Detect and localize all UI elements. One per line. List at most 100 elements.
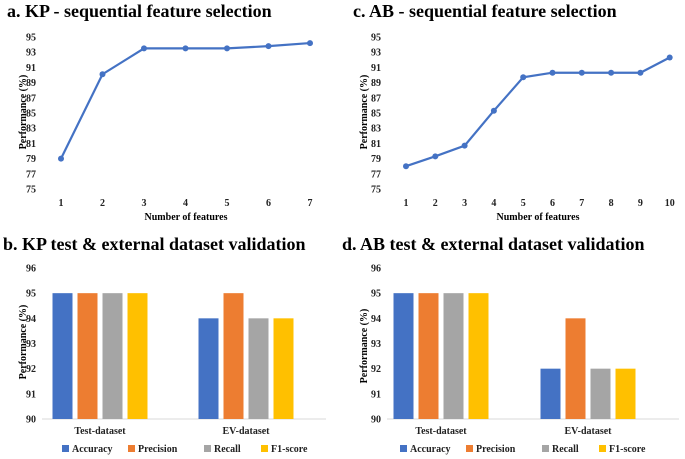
panel-a-ytick-label: 81	[26, 139, 36, 150]
panel-b-ytick-label: 90	[26, 415, 36, 426]
panel-b-legend-label: Recall	[214, 444, 241, 455]
panel-b-category-label: EV-dataset	[222, 426, 270, 437]
panel-b-plot: 90 91 92 93 94 95 96 Test-dataset EV-dataset	[26, 264, 326, 437]
panel-b-legend-label: Accuracy	[72, 444, 113, 455]
panel-c-point	[549, 69, 556, 76]
panel-d-legend-swatch	[466, 445, 473, 452]
panel-b-legend-label: F1-score	[271, 444, 308, 455]
panel-c-point	[403, 163, 409, 170]
panel-a-point	[141, 45, 147, 52]
panel-a-xtick-label: 5	[225, 198, 230, 209]
panel-b-legend: Accuracy Precision Recall F1-score	[62, 444, 308, 455]
panel-b-legend-swatch	[62, 445, 69, 452]
panel-c-xtick-label: 2	[433, 198, 438, 209]
panel-c-series-line	[405, 56, 671, 168]
panel-c-ytick-label: 89	[371, 78, 381, 89]
panel-b-category-label: Test-dataset	[74, 426, 126, 437]
panel-a-ytick-label: 77	[26, 169, 36, 180]
panel-a-xtick-label: 7	[308, 198, 313, 209]
panel-d-legend-label: Precision	[476, 444, 516, 455]
panel-b-bar-recall	[102, 293, 123, 419]
panel-a-ytick-label: 95	[26, 33, 36, 44]
panel-c-point	[666, 54, 673, 61]
panel-d-ytick-label: 92	[371, 364, 381, 375]
panel-a-ylabel: Performance (%)	[18, 75, 29, 150]
panel-b-bar-f1-score	[127, 293, 148, 419]
panel-b-ytick-label: 91	[26, 389, 36, 400]
panel-a-ytick-label: 87	[26, 93, 36, 104]
panel-b-bar-precision	[223, 293, 244, 419]
panel-b-ytick-label: 95	[26, 289, 36, 300]
panel-a-ytick-label: 89	[26, 78, 36, 89]
panel-c: c. AB - sequential feature selection Per…	[353, 1, 675, 223]
panel-b-ylabel: Performance (%)	[18, 305, 29, 380]
panel-b-legend-swatch	[261, 445, 268, 452]
panel-d-legend-swatch	[400, 445, 407, 452]
panel-c-ytick-label: 85	[371, 109, 381, 120]
panel-d-plot: 90 91 92 93 94 95 96 Test-dataset EV-dataset	[371, 264, 679, 437]
panel-d-bar-recall	[443, 293, 464, 419]
panel-c-xtick-label: 1	[404, 198, 409, 209]
panel-d-ylabel: Performance (%)	[359, 309, 370, 384]
panel-c-xtick-label: 9	[638, 198, 643, 209]
panel-c-title: c. AB - sequential feature selection	[353, 1, 617, 21]
panel-a-xtick-label: 3	[142, 198, 147, 209]
panel-b: b. KP test & external dataset validation…	[3, 234, 326, 455]
panel-a-point	[307, 40, 313, 47]
panel-d-legend: Accuracy Precision Recall F1-score	[400, 444, 646, 455]
panel-d-ytick-label: 91	[371, 389, 381, 400]
panel-c-point	[461, 142, 468, 149]
panel-d-bar-precision	[418, 293, 439, 419]
panel-a-point	[224, 45, 230, 52]
panel-d-legend-label: F1-score	[609, 444, 646, 455]
panel-c-xtick-label: 6	[550, 198, 555, 209]
panel-a-point	[58, 155, 64, 162]
panel-c-point	[490, 107, 497, 114]
panel-c-point	[432, 153, 439, 160]
panel-d-bar-f1-score	[468, 293, 489, 419]
panel-c-ytick-label: 91	[371, 63, 381, 74]
panel-a-ytick-label: 79	[26, 154, 36, 165]
panel-b-ytick-label: 96	[26, 264, 36, 275]
panel-a-ytick-label: 85	[26, 109, 36, 120]
panel-d-legend-swatch	[599, 445, 606, 452]
panel-b-title: b. KP test & external dataset validation	[3, 234, 305, 254]
panel-b-ytick-label: 92	[26, 364, 36, 375]
panel-c-ytick-label: 79	[371, 154, 381, 165]
panel-d-bar-accuracy	[540, 368, 561, 419]
panel-c-xtick-label: 5	[521, 198, 526, 209]
panel-c-ytick-label: 93	[371, 48, 381, 59]
panel-a-xtick-label: 1	[59, 198, 64, 209]
panel-c-point	[520, 74, 527, 81]
panel-d-bar-f1-score	[615, 368, 636, 419]
panel-d-ytick-label: 95	[371, 289, 381, 300]
panel-a-series-line	[60, 41, 311, 160]
panel-d: d. AB test & external dataset validation…	[342, 234, 679, 455]
panel-b-legend-swatch	[204, 445, 211, 452]
panel-d-ytick-label: 94	[371, 314, 381, 325]
panel-d-category-label: Test-dataset	[415, 426, 467, 437]
panel-c-ytick-label: 87	[371, 93, 381, 104]
panel-b-bar-accuracy	[198, 318, 219, 419]
panel-d-title: d. AB test & external dataset validation	[342, 234, 644, 254]
panel-c-ytick-label: 75	[371, 185, 381, 196]
panel-b-bar-accuracy	[52, 293, 73, 419]
panel-d-ytick-label: 90	[371, 415, 381, 426]
panel-d-legend-label: Recall	[552, 444, 579, 455]
panel-b-bar-precision	[77, 293, 98, 419]
panel-a-xtick-label: 6	[266, 198, 271, 209]
panel-a-xtick-label: 2	[100, 198, 105, 209]
panel-a-plot: 75 77 79 81 83 85 87 89 91 93 95 1 2 3 4 5 6 7	[26, 33, 313, 209]
panel-b-bar-recall	[248, 318, 269, 419]
panel-d-legend-swatch	[542, 445, 549, 452]
panel-c-xtick-label: 8	[609, 198, 614, 209]
panel-a: a. KP - sequential feature selection Per…	[7, 1, 313, 223]
panel-c-ytick-label: 77	[371, 169, 381, 180]
panel-b-ytick-label: 94	[26, 314, 36, 325]
panel-a-ytick-label: 75	[26, 185, 36, 196]
panel-a-point	[265, 43, 272, 50]
panel-d-bar-precision	[565, 318, 586, 419]
panel-d-ytick-label: 96	[371, 264, 381, 275]
panel-b-bar-f1-score	[273, 318, 294, 419]
